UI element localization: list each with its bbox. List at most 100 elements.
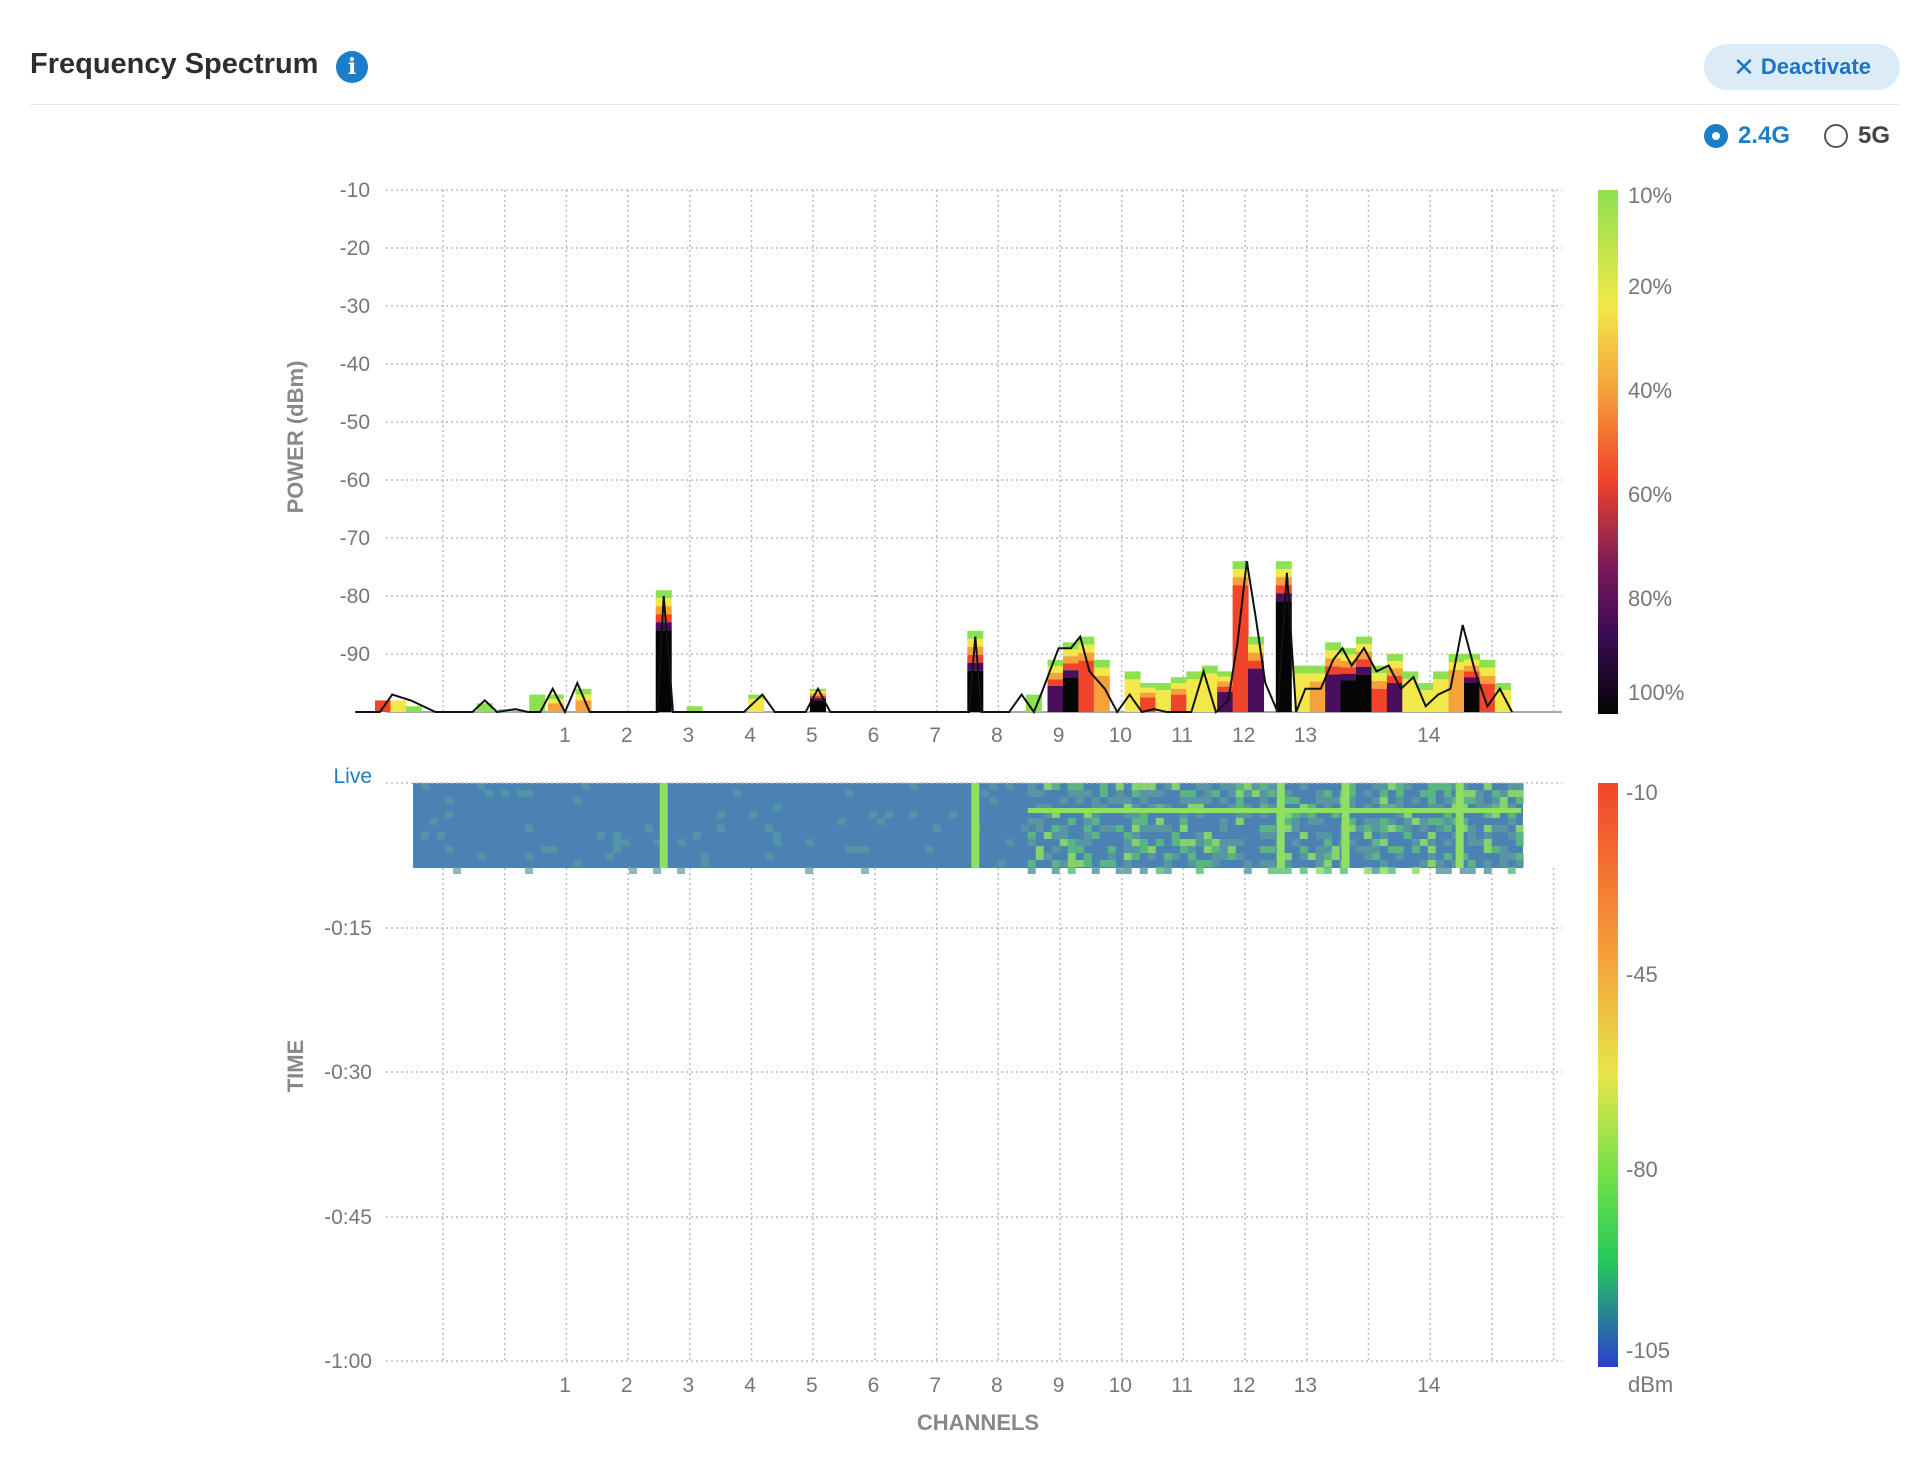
- heatmap-cell: [1163, 783, 1172, 790]
- heatmap-cell: [1051, 825, 1060, 832]
- heatmap-cell: [749, 811, 757, 818]
- heatmap-cell: [1411, 797, 1420, 804]
- heatmap-cell: [1067, 783, 1076, 790]
- heatmap-cell: [1435, 818, 1444, 825]
- heatmap-cell: [1371, 867, 1380, 874]
- heatmap-cell: [765, 825, 773, 832]
- band-radio-5g[interactable]: 5G: [1823, 122, 1890, 150]
- heatmap-cell: [1363, 825, 1372, 832]
- heatmap-cell: [1107, 825, 1116, 832]
- heatmap-cell: [1219, 797, 1228, 804]
- heatmap-cell: [805, 839, 813, 846]
- heatmap-cell: [1083, 825, 1092, 832]
- heatmap-cell: [1155, 825, 1164, 832]
- heatmap-cell: [1259, 811, 1268, 818]
- dbm-colorscale: [1598, 783, 1618, 1367]
- heatmap-cell: [1243, 811, 1252, 818]
- heatmap-cell: [1467, 839, 1476, 846]
- heatmap-cell: [1435, 804, 1444, 811]
- heatmap-cell: [1171, 839, 1180, 846]
- heatmap-cell: [1187, 790, 1196, 797]
- heatmap-cell: [1507, 811, 1516, 818]
- heatmap-cell: [1131, 825, 1140, 832]
- heatmap-cell: [1195, 804, 1204, 811]
- band-selector: 2.4G 5G: [1703, 122, 1890, 150]
- bar-segment: [547, 698, 564, 704]
- heatmap-cell: [1299, 804, 1308, 811]
- bar-segment: [1093, 659, 1110, 668]
- heatmap-cell: [1035, 846, 1044, 853]
- heatmap-cell: [1291, 797, 1300, 804]
- percent-scale-label: 20%: [1628, 274, 1672, 299]
- bar: [1294, 673, 1311, 712]
- heatmap-cell: [1459, 853, 1468, 860]
- heatmap-cell: [1499, 804, 1508, 811]
- heatmap-cell: [1219, 853, 1228, 860]
- heatmap-cell: [1155, 818, 1164, 825]
- heatmap-cell: [1083, 811, 1092, 818]
- max-power-line: [355, 561, 1513, 715]
- bar-segment: [1448, 662, 1465, 670]
- heatmap-cell: [525, 825, 533, 832]
- heatmap-cell: [997, 860, 1005, 867]
- dbm-scale-label: -80: [1626, 1157, 1658, 1182]
- heatmap-cell: [1259, 797, 1268, 804]
- heatmap-cell: [477, 853, 485, 860]
- heatmap-cell: [1499, 797, 1508, 804]
- heatmap-cell: [1035, 853, 1044, 860]
- heatmap-cell: [1163, 853, 1172, 860]
- heatmap-cell: [1067, 839, 1076, 846]
- time-tick-label: -0:15: [324, 917, 372, 940]
- heatmap-cell: [1467, 825, 1476, 832]
- heatmap-cell: [1235, 811, 1244, 818]
- heatmap-cell: [1227, 790, 1236, 797]
- heatmap-cell: [1507, 818, 1516, 825]
- info-icon[interactable]: i: [336, 51, 368, 83]
- heatmap-cell: [1427, 783, 1436, 790]
- heatmap-cell: [1139, 783, 1148, 790]
- time-tick-label: -1:00: [324, 1350, 372, 1373]
- heatmap-cell: [1195, 867, 1204, 874]
- heatmap-cell: [1139, 790, 1148, 797]
- heatmap-cell: [445, 846, 453, 853]
- heatmap-cell: [1499, 860, 1508, 867]
- bar-segment: [1232, 569, 1249, 578]
- x-tick-label: 6: [868, 724, 880, 747]
- heatmap-cell: [1467, 790, 1476, 797]
- heatmap-cell: [1395, 804, 1404, 811]
- heatmap-cell: [621, 839, 629, 846]
- heatmap-cell: [1043, 832, 1052, 839]
- bar: [1309, 681, 1326, 712]
- heatmap-cell: [573, 797, 581, 804]
- deactivate-button[interactable]: ✕ Deactivate: [1704, 44, 1900, 90]
- heatmap-cell: [421, 832, 429, 839]
- heatmap-cell: [437, 832, 445, 839]
- heatmap-cell: [1307, 853, 1316, 860]
- heatmap-cell: [1131, 846, 1140, 853]
- band-radio-2-4g[interactable]: 2.4G: [1703, 122, 1790, 150]
- bar-segment: [1047, 659, 1064, 667]
- heatmap-cell: [1243, 860, 1252, 867]
- heatmap-cell: [1379, 825, 1388, 832]
- bar: [529, 694, 546, 712]
- heatmap-cell: [1131, 790, 1140, 797]
- heatmap-cell: [1435, 867, 1444, 874]
- heatmap-cell: [1099, 790, 1108, 797]
- heatmap-cell: [1251, 790, 1260, 797]
- dbm-scale-label: -105: [1626, 1338, 1670, 1363]
- heatmap-cell: [1387, 825, 1396, 832]
- heatmap-cell: [1507, 804, 1516, 811]
- heatmap-cell: [1067, 867, 1076, 874]
- bar-segment: [1275, 577, 1292, 586]
- bar-segment: [1417, 683, 1434, 691]
- heatmap-cell: [1355, 825, 1364, 832]
- heatmap-cell: [1363, 818, 1372, 825]
- heatmap-cell: [1427, 846, 1436, 853]
- heatmap-cell: [773, 804, 781, 811]
- heatmap-cell: [1179, 790, 1188, 797]
- heatmap-cell: [1083, 790, 1092, 797]
- heatmap-cell: [1259, 783, 1268, 790]
- bar-segment: [1248, 636, 1265, 645]
- band-label-5g: 5G: [1857, 122, 1890, 149]
- heatmap-cell: [1347, 804, 1356, 811]
